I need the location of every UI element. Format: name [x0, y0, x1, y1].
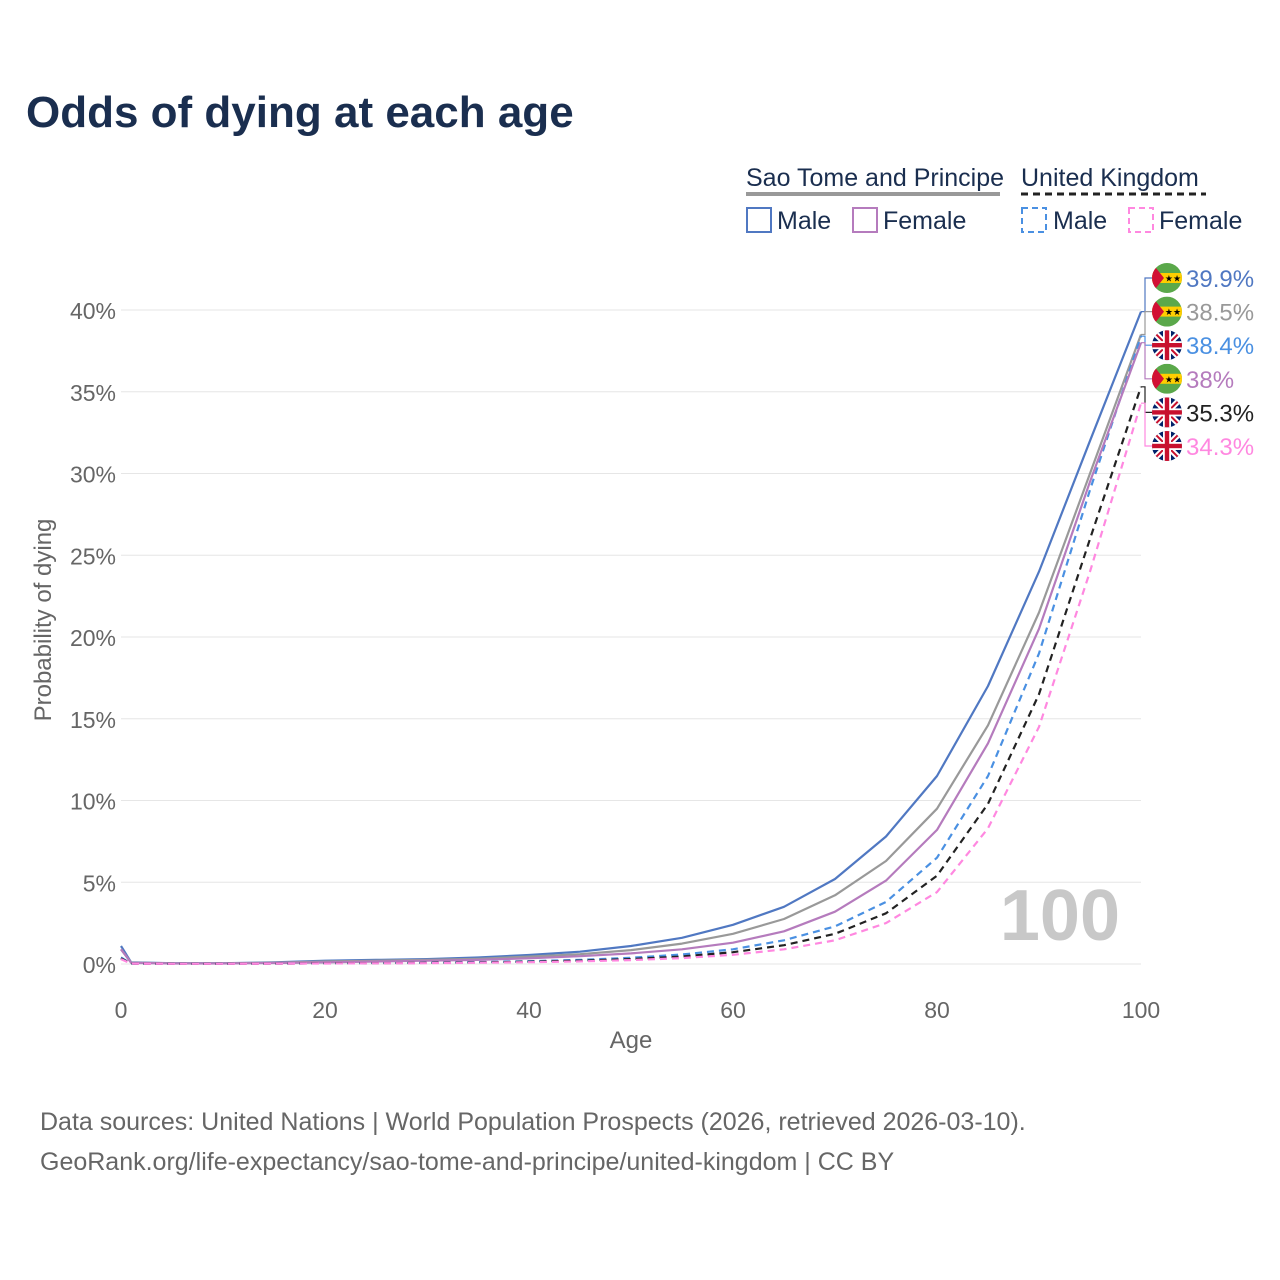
series-line-sao-tome-and-principe-both[interactable]	[120, 334, 1143, 965]
uk-flag-icon	[1152, 431, 1182, 461]
source-line-1: Data sources: United Nations | World Pop…	[40, 1108, 1026, 1136]
legend-item-uk-female[interactable]: Female	[1159, 207, 1242, 235]
end-label-value: 38%	[1186, 367, 1234, 394]
x-tick-label: 60	[720, 997, 746, 1023]
source-line-2[interactable]: GeoRank.org/life-expectancy/sao-tome-and…	[40, 1148, 895, 1176]
series-line-united-kingdom-male[interactable]	[120, 335, 1143, 965]
y-tick-label: 5%	[83, 870, 116, 896]
end-label-connector	[1141, 311, 1152, 336]
legend-item-stp-female[interactable]: Female	[883, 207, 966, 235]
end-label-value: 34.3%	[1186, 434, 1254, 461]
y-tick-label: 25%	[70, 543, 116, 569]
y-axis-label: Probability of dying	[30, 519, 57, 722]
x-axis-label: Age	[610, 1027, 653, 1054]
end-labels: ★★ 39.9% ★★ 38.5% 38.4% ★★ 38% 35.3% 34.3%	[1141, 263, 1254, 461]
y-tick-label: 30%	[70, 462, 116, 488]
chart-title: Odds of dying at each age	[26, 88, 574, 137]
svg-text:★★: ★★	[1165, 374, 1181, 384]
x-axis-ticks: 0 20 40 60 80 100	[115, 997, 1161, 1023]
y-axis-ticks: 0% 5% 10% 15% 20% 25% 30% 35% 40%	[70, 298, 116, 978]
end-label-value: 38.4%	[1186, 333, 1254, 360]
series-lines	[120, 311, 1143, 965]
chart-canvas: 0% 5% 10% 15% 20% 25% 30% 35% 40% 0 20 40 60 80 100 1…	[30, 164, 1254, 1054]
end-label-connector	[1141, 277, 1152, 313]
sao-tome-flag-icon: ★★	[1152, 296, 1182, 327]
legend[interactable]: Sao Tome and Principe Male Female United…	[746, 164, 1242, 235]
legend-swatch-stp-female[interactable]	[852, 207, 878, 233]
end-label-connector	[1141, 342, 1152, 380]
end-label-value: 38.5%	[1186, 300, 1254, 327]
legend-group-sao-tome[interactable]: Sao Tome and Principe	[746, 164, 1004, 192]
grid	[121, 309, 1141, 965]
legend-item-uk-male[interactable]: Male	[1053, 207, 1107, 235]
svg-text:★★: ★★	[1165, 307, 1181, 317]
x-tick-label: 40	[516, 997, 542, 1023]
svg-text:★★: ★★	[1165, 274, 1181, 284]
uk-flag-icon	[1152, 330, 1182, 361]
x-tick-label: 80	[924, 997, 950, 1023]
end-label-value: 39.9%	[1186, 266, 1254, 293]
end-label-connector	[1141, 402, 1152, 447]
y-tick-label: 35%	[70, 380, 116, 406]
series-line-united-kingdom-female[interactable]	[120, 402, 1143, 965]
y-tick-label: 40%	[70, 298, 116, 324]
y-tick-label: 20%	[70, 625, 116, 651]
y-tick-label: 15%	[70, 707, 116, 733]
end-label-value: 35.3%	[1186, 400, 1254, 427]
legend-swatch-uk-male[interactable]	[1021, 207, 1047, 233]
legend-group-uk[interactable]: United Kingdom	[1021, 164, 1199, 192]
sao-tome-flag-icon: ★★	[1152, 263, 1182, 293]
end-label-connector	[1141, 386, 1152, 413]
legend-swatch-stp-male[interactable]	[746, 207, 772, 233]
x-tick-label: 20	[312, 997, 338, 1023]
legend-swatch-uk-female[interactable]	[1128, 207, 1154, 233]
y-tick-label: 10%	[70, 789, 116, 815]
legend-item-stp-male[interactable]: Male	[777, 207, 831, 235]
x-tick-label: 0	[115, 997, 128, 1023]
sao-tome-flag-icon: ★★	[1152, 363, 1182, 394]
series-line-sao-tome-and-principe-female[interactable]	[120, 342, 1143, 965]
uk-flag-icon	[1152, 397, 1182, 428]
end-label-connector	[1141, 335, 1152, 346]
age-watermark: 100	[1000, 876, 1120, 956]
x-tick-label: 100	[1122, 997, 1160, 1023]
y-tick-label: 0%	[83, 952, 116, 978]
